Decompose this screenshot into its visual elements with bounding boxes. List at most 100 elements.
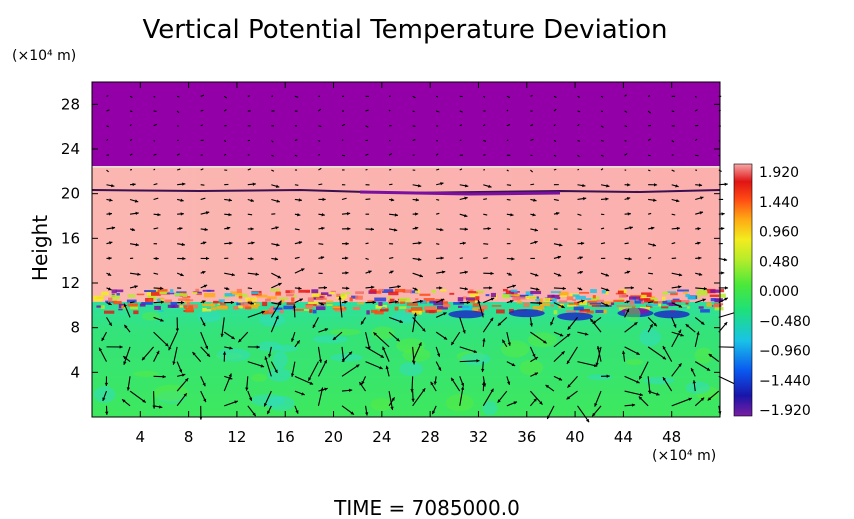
- wind-vector-head: [312, 324, 316, 328]
- wind-vector-head: [626, 300, 630, 304]
- wind-vector: [459, 257, 463, 259]
- turbulence-cell: [502, 294, 510, 299]
- lower-patch: [685, 381, 711, 394]
- wind-vector-head: [460, 386, 465, 390]
- wind-vector-head: [578, 287, 583, 291]
- turbulence-cell: [558, 291, 569, 296]
- turbulence-cell: [309, 309, 313, 313]
- turbulence-cell: [539, 298, 543, 303]
- wind-vector-head: [180, 273, 184, 277]
- wind-vector: [553, 168, 557, 171]
- turbulence-cell: [587, 300, 598, 304]
- wind-vector: [129, 138, 133, 142]
- wind-vector-head: [322, 197, 326, 202]
- wind-vector-head: [371, 285, 375, 290]
- wind-vector-head: [511, 257, 515, 261]
- wind-vector-head: [487, 226, 491, 231]
- turbulence-cell: [326, 304, 333, 306]
- y-tick-label: 28: [61, 95, 80, 113]
- wind-vector-head: [706, 367, 711, 371]
- wind-vector-head: [394, 300, 399, 304]
- wind-vector-head: [534, 273, 539, 277]
- wind-vector: [577, 168, 580, 171]
- turbulence-cell: [698, 306, 704, 309]
- wind-vector: [553, 140, 557, 142]
- wind-vector-head: [721, 226, 725, 231]
- turbulence-cell: [116, 293, 120, 296]
- wind-vector: [600, 242, 606, 245]
- turbulence-cell: [186, 302, 191, 306]
- wind-vector-head: [399, 319, 403, 323]
- turbulence-cell: [273, 307, 283, 310]
- wind-vector: [647, 138, 652, 141]
- wind-vector-head: [410, 389, 414, 393]
- wind-vector: [483, 198, 488, 201]
- wind-vector: [577, 213, 582, 216]
- wind-vector-head: [721, 212, 725, 216]
- wind-vector-head: [579, 270, 583, 275]
- turbulence-cell: [192, 292, 198, 294]
- wind-vector: [153, 123, 157, 127]
- wind-vector-head: [678, 329, 682, 334]
- wind-vector-head: [261, 310, 265, 314]
- turbulence-cell: [402, 289, 413, 293]
- turbulence-cell: [575, 295, 586, 300]
- wind-vector: [506, 124, 511, 127]
- wind-vector-head: [507, 342, 511, 346]
- wind-vector: [365, 346, 385, 359]
- wind-vector: [223, 373, 232, 392]
- wind-vector-head: [440, 182, 444, 186]
- turbulence-cell: [206, 307, 212, 310]
- turbulence-cell: [157, 297, 165, 300]
- x-tick-label: 48: [662, 428, 681, 446]
- wind-vector: [129, 95, 133, 98]
- wind-vector-head: [592, 320, 597, 324]
- wind-vector-head: [373, 332, 377, 336]
- wind-vector-head: [393, 228, 398, 232]
- turbulence-cell: [714, 303, 724, 306]
- turbulence-cell: [490, 292, 497, 298]
- turbulence-cell: [472, 303, 479, 307]
- wind-vector-head: [490, 388, 494, 393]
- wind-vector-head: [348, 388, 353, 393]
- wind-vector-head: [590, 318, 594, 323]
- wind-vector-head: [596, 345, 601, 350]
- wind-vector-head: [250, 257, 254, 261]
- turbulence-cell: [213, 300, 222, 304]
- wind-vector: [106, 95, 109, 97]
- lower-patch: [93, 386, 116, 403]
- wind-vector-head: [320, 302, 325, 306]
- wind-vector-head: [344, 300, 348, 304]
- turbulence-cell: [182, 293, 187, 297]
- wind-vector-head: [605, 288, 610, 292]
- turbulence-cell: [579, 300, 587, 305]
- colorbar: 1.920 1.440 0.960 0.480 0.000 −0.480 −0.960 −1.…: [733, 163, 811, 419]
- wind-vector-head: [251, 241, 255, 245]
- wind-vector: [176, 95, 180, 98]
- wind-vector: [129, 390, 147, 403]
- turbulence-cell: [355, 295, 363, 300]
- wind-vector: [648, 301, 654, 304]
- turbulence-cell: [300, 309, 313, 311]
- wind-vector-head: [639, 375, 643, 380]
- wind-vector-head: [662, 345, 666, 350]
- wind-vector-head: [497, 399, 501, 403]
- turbulence-cell: [589, 302, 601, 305]
- wind-vector-head: [653, 198, 657, 202]
- turbulence-cell: [183, 305, 188, 309]
- wind-vector-head: [321, 226, 325, 231]
- wind-vector: [223, 108, 227, 112]
- wind-vector-head: [581, 299, 585, 303]
- wind-vector-head: [638, 396, 643, 400]
- wind-vector: [671, 169, 675, 172]
- wind-vector-head: [131, 227, 136, 232]
- wind-vector-head: [108, 302, 112, 306]
- wind-vector-head: [321, 213, 325, 217]
- turbulence-cell: [258, 292, 262, 295]
- wind-vector: [270, 300, 282, 318]
- turbulence-cell: [110, 294, 120, 300]
- turbulence-cell: [369, 289, 377, 293]
- wind-vector-head: [539, 401, 543, 405]
- turbulence-cell: [668, 302, 673, 307]
- wind-vector-head: [367, 346, 371, 350]
